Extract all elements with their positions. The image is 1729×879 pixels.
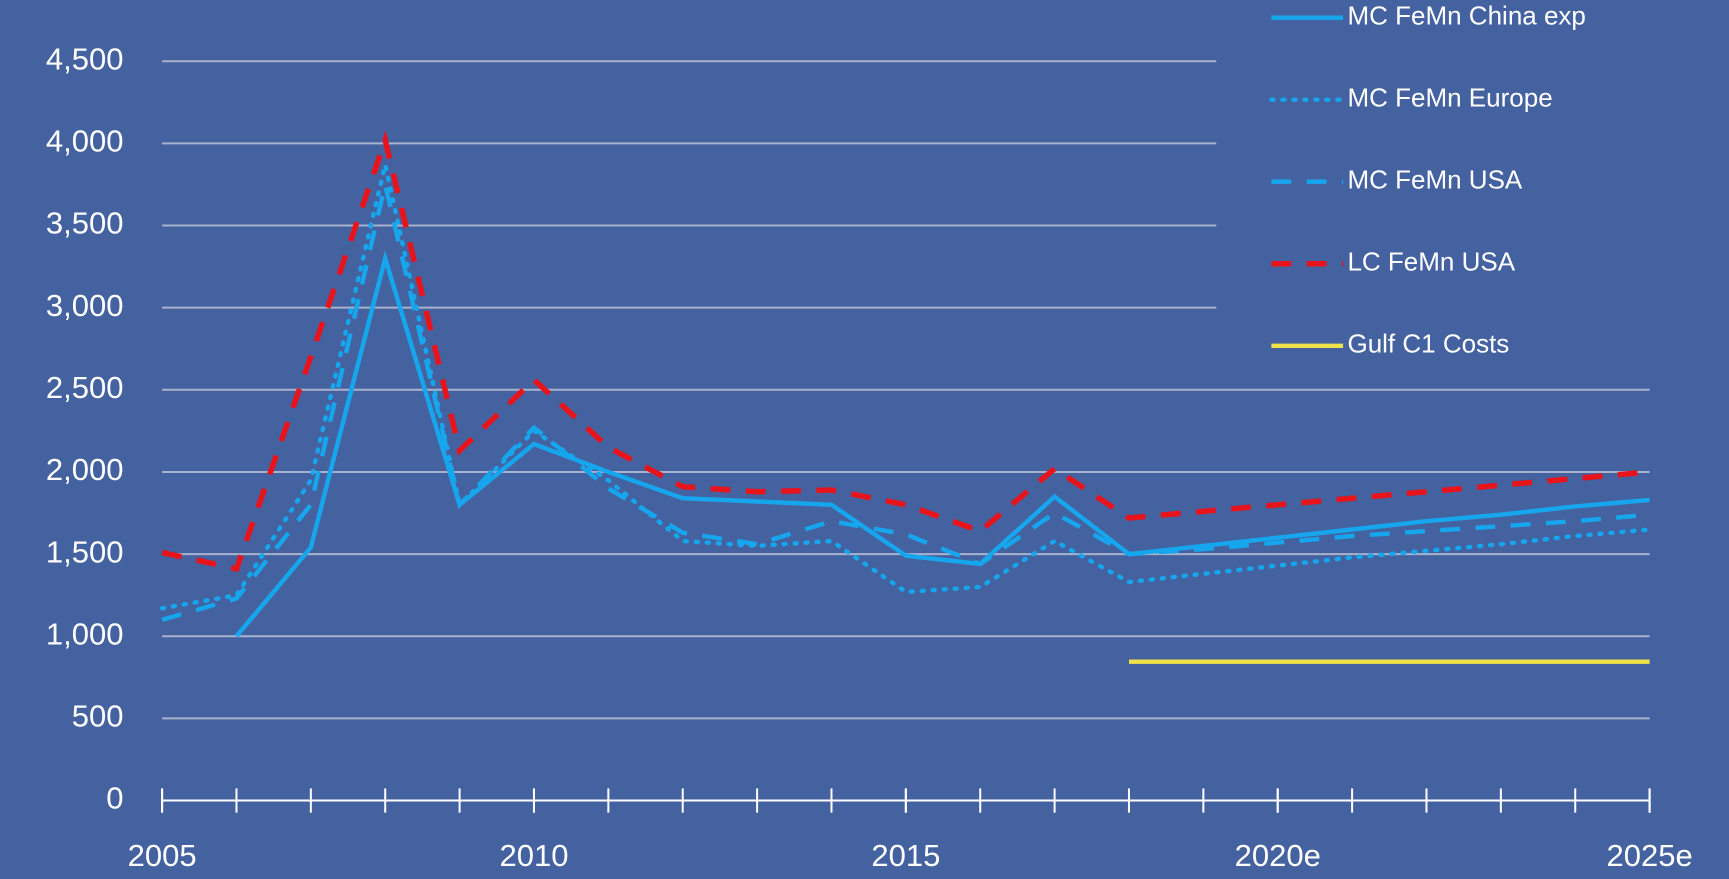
- x-tick-label: 2010: [499, 838, 568, 873]
- x-tick-label: 2015: [871, 838, 940, 873]
- series-line: [161, 130, 1650, 573]
- legend-label: MC FeMn Europe: [1347, 83, 1552, 113]
- x-tick-label: 2020e: [1235, 838, 1321, 873]
- x-tick-label: 2005: [128, 838, 197, 873]
- y-tick-label: 1,000: [46, 616, 124, 651]
- x-tick-label: 2025e: [1606, 838, 1692, 873]
- y-tick-label: 2,500: [46, 370, 124, 405]
- y-tick-label: 2,000: [46, 452, 124, 487]
- legend-label: LC FeMn USA: [1347, 247, 1515, 277]
- legend-label: Gulf C1 Costs: [1347, 329, 1509, 359]
- legend-label: MC FeMn USA: [1347, 165, 1522, 195]
- y-tick-label: 4,000: [46, 124, 124, 159]
- legend-background: [1216, 0, 1729, 375]
- series-line: [161, 183, 1650, 622]
- y-tick-label: 1,500: [46, 534, 124, 569]
- y-tick-label: 3,500: [46, 206, 124, 241]
- series-line: [159, 164, 1652, 611]
- y-tick-label: 3,000: [46, 288, 124, 323]
- y-tick-label: 0: [106, 781, 123, 816]
- y-tick-label: 4,500: [46, 41, 124, 76]
- legend-label: MC FeMn China exp: [1347, 1, 1585, 31]
- legend: MC FeMn China exp MC FeMn Europe MC FeMn U…: [1216, 0, 1729, 375]
- y-tick-label: 500: [72, 699, 124, 734]
